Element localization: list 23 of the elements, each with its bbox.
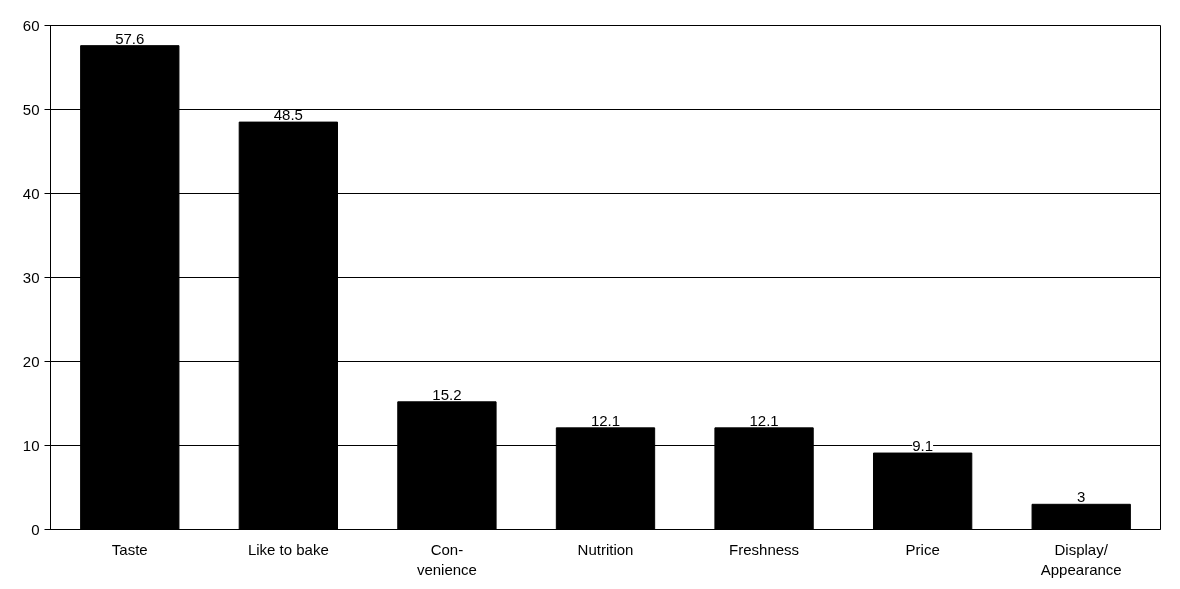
y-tick-label: 0 (31, 520, 40, 538)
data-label: 48.5 (273, 106, 303, 124)
y-tick-label: 30 (22, 268, 40, 286)
data-label: 15.2 (432, 385, 462, 403)
y-tick-label: 20 (22, 352, 40, 370)
bar (872, 452, 973, 530)
x-tick-label: Freshness (729, 540, 800, 558)
x-tick-label: Con- venience (416, 540, 477, 578)
x-tick-label: Nutrition (577, 540, 634, 558)
x-tick-label: Taste (111, 540, 148, 558)
y-tick-label: 10 (22, 436, 40, 454)
data-label: 12.1 (590, 411, 621, 429)
y-tick-label: 40 (22, 184, 40, 202)
y-tick-label: 60 (22, 16, 40, 34)
data-label: 3 (1077, 488, 1086, 506)
y-tick-label: 50 (22, 100, 40, 118)
x-tick-label: Display/ Appearance (1040, 540, 1122, 578)
x-tick-label: Like to bake (247, 540, 329, 558)
x-tick-label: Price (905, 540, 940, 558)
data-label: 9.1 (912, 437, 934, 455)
data-label: 57.6 (115, 29, 145, 47)
bar (1031, 503, 1131, 530)
data-label: 12.1 (749, 411, 779, 429)
